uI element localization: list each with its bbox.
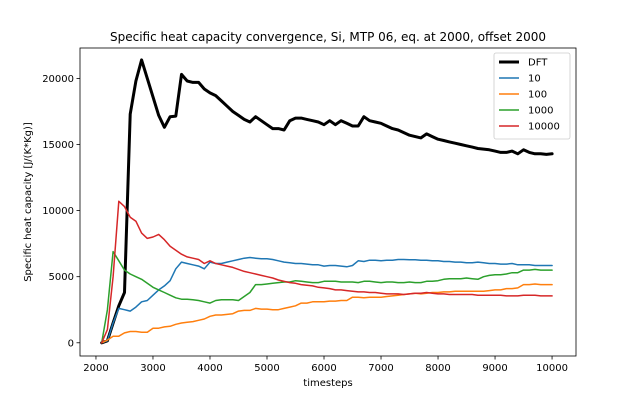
x-tick-label: 2000 [83, 363, 108, 374]
y-tick-label: 10000 [42, 206, 74, 217]
y-tick-label: 0 [68, 338, 74, 349]
legend-label: 1000 [528, 106, 553, 117]
y-tick-label: 20000 [42, 74, 74, 85]
y-axis-label: Specific heat capacity [J/(K*Kg)] [23, 122, 34, 282]
chart-title: Specific heat capacity convergence, Si, … [110, 30, 546, 44]
x-axis-label: timesteps [303, 378, 352, 389]
legend-label: DFT [528, 58, 548, 69]
x-tick-label: 4000 [197, 363, 222, 374]
series-line-10 [100, 256, 553, 344]
series-line-100 [100, 283, 553, 344]
x-tick-label: 5000 [254, 363, 279, 374]
legend-box [493, 52, 571, 140]
y-tick-label: 15000 [42, 140, 74, 151]
plot-frame [79, 47, 577, 357]
legend-label: 10 [528, 74, 541, 85]
x-tick-label: 7000 [368, 363, 393, 374]
plot-area [79, 47, 577, 357]
x-axis: 2000 3000 4000 5000 6000 7000 8000 9000 10000 [83, 356, 568, 374]
x-tick-label: 3000 [140, 363, 165, 374]
x-tick-label: 9000 [482, 363, 507, 374]
series-line-1000 [100, 250, 553, 344]
legend: DFT 10 100 1000 10000 [493, 52, 571, 140]
y-tick-label: 5000 [49, 272, 74, 283]
y-axis: 0 5000 10000 15000 20000 [42, 74, 80, 349]
x-tick-label: 8000 [425, 363, 450, 374]
x-tick-label: 6000 [311, 363, 336, 374]
series-line-10000 [100, 200, 553, 344]
series-line-dft [100, 58, 554, 345]
series-layer [100, 58, 554, 345]
x-tick-label: 10000 [536, 363, 568, 374]
legend-label: 100 [528, 90, 547, 101]
legend-label: 10000 [528, 122, 560, 133]
